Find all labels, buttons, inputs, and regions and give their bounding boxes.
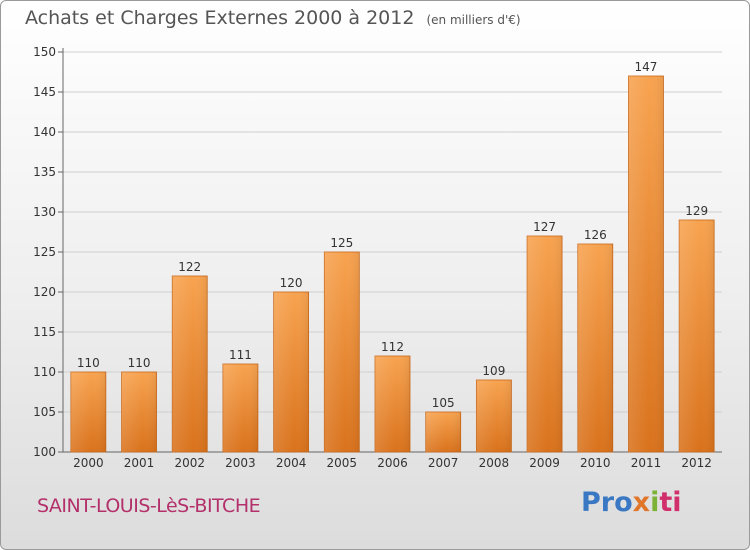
y-tick-label: 115	[33, 325, 56, 339]
value-label: 110	[128, 356, 151, 370]
logo-part-1: Pro	[581, 487, 633, 518]
y-tick-label: 110	[33, 365, 56, 379]
value-label: 122	[178, 260, 201, 274]
y-tick-label: 130	[33, 205, 56, 219]
proxiti-logo: Proxiti	[581, 487, 682, 518]
bar-shine	[172, 276, 208, 452]
value-label: 127	[533, 220, 556, 234]
x-tick-label: 2006	[377, 456, 408, 470]
value-label: 129	[685, 204, 708, 218]
x-tick-label: 2003	[225, 456, 256, 470]
x-tick-label: 2011	[631, 456, 662, 470]
chart-title: Achats et Charges Externes 2000 à 2012 (e…	[25, 7, 521, 29]
x-tick-label: 2000	[73, 456, 104, 470]
value-label: 109	[482, 364, 505, 378]
bar-shine	[527, 236, 563, 452]
bar-shine	[476, 380, 512, 452]
x-tick-label: 2005	[327, 456, 358, 470]
bar-shine	[679, 220, 715, 452]
bar-shine	[324, 252, 360, 452]
axes: 100 105 110 115 120 125 130 135 140 145 150 2000 200…	[33, 45, 722, 470]
y-tick-label: 150	[33, 45, 56, 59]
value-label: 120	[280, 276, 303, 290]
bar-shine	[375, 356, 410, 452]
y-tick-label: 135	[33, 165, 56, 179]
y-tick-label: 125	[33, 245, 56, 259]
chart-title-text: Achats et Charges Externes 2000 à 2012	[25, 7, 415, 29]
x-tick-label: 2008	[479, 456, 510, 470]
bar-shine	[628, 76, 664, 452]
value-label: 110	[77, 356, 100, 370]
logo-part-4: ti	[659, 487, 682, 518]
bar-shine	[425, 412, 461, 452]
x-tick-label: 2010	[580, 456, 611, 470]
x-tick-label: 2004	[276, 456, 307, 470]
bars: 110 110 122 111 120 125 112 105 109 127 126 147 129	[70, 60, 715, 453]
value-label: 112	[381, 340, 404, 354]
chart-subtitle: (en milliers d'€)	[426, 13, 521, 27]
x-tick-label: 2012	[681, 456, 712, 470]
y-tick-label: 145	[33, 85, 56, 99]
bar-shine	[222, 364, 258, 452]
x-tick-label: 2002	[174, 456, 205, 470]
y-tick-label: 120	[33, 285, 56, 299]
x-tick-label: 2001	[124, 456, 155, 470]
value-label: 111	[229, 348, 252, 362]
bar-shine	[70, 372, 106, 452]
commune-name: SAINT-LOUIS-LèS-BITCHE	[37, 495, 261, 517]
bar-shine	[121, 372, 157, 452]
logo-part-3: i	[650, 487, 660, 518]
logo-part-2: x	[632, 487, 651, 518]
value-label: 126	[584, 228, 607, 242]
y-tick-label: 105	[33, 405, 56, 419]
bar-shine	[577, 244, 613, 452]
x-tick-label: 2009	[529, 456, 560, 470]
x-tick-label: 2007	[428, 456, 459, 470]
y-tick-label: 140	[33, 125, 56, 139]
y-tick-label: 100	[33, 445, 56, 459]
value-label: 105	[432, 396, 455, 410]
value-label: 125	[330, 236, 353, 250]
value-label: 147	[635, 60, 658, 74]
bar-shine	[273, 292, 309, 452]
